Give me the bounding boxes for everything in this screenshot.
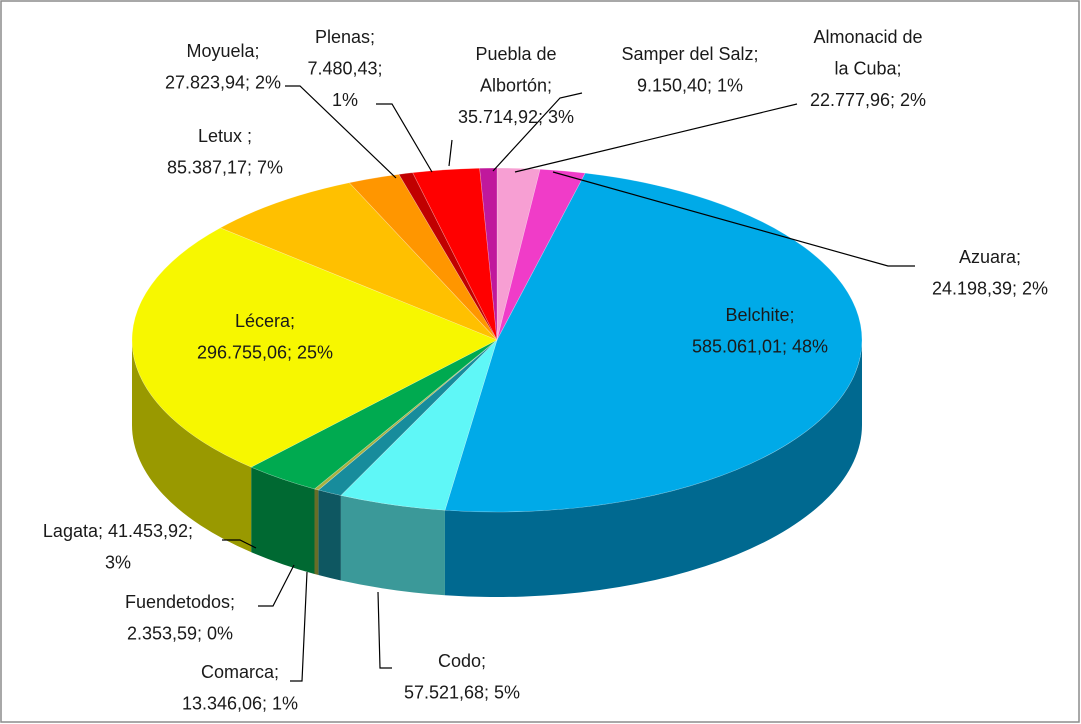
slice (250, 339, 498, 490)
data-label-line: 1% (332, 90, 358, 110)
data-label-line: Lagata; 41.453,92; (43, 521, 193, 541)
slice (496, 168, 586, 341)
data-label: Fuendetodos; 2.353,59; 0% (125, 592, 235, 644)
data-label-line: 585.061,01; 48% (692, 336, 828, 356)
data-label-line: Almonacid de (813, 27, 922, 47)
data-label-line: la Cuba; (834, 58, 901, 78)
data-label: Puebla de Albortón; 35.714,92; 3% (458, 44, 574, 127)
leader-line (377, 591, 392, 669)
slice (340, 339, 498, 511)
leader-line (448, 139, 453, 167)
data-label-line: 24.198,39; 2% (932, 278, 1048, 298)
data-label-line: 27.823,94; 2% (165, 72, 281, 92)
data-label-line: 22.777,96; 2% (810, 90, 926, 110)
data-label: Samper del Salz; 9.150,40; 1% (621, 44, 758, 96)
slice (131, 227, 498, 468)
slice-side (132, 340, 252, 553)
slice-side (251, 467, 315, 574)
data-labels: Almonacid de la Cuba; 22.777,96; 2% Azuara;… (43, 27, 1048, 714)
data-label-line: Lécera; (235, 311, 295, 331)
leader-line (290, 571, 308, 682)
slice (398, 172, 498, 341)
data-label-line: 57.521,68; 5% (404, 682, 520, 702)
slice-side (340, 495, 445, 596)
data-label: Letux ; 85.387,17; 7% (167, 126, 283, 178)
data-label-line: Moyuela; (186, 41, 259, 61)
data-label-line: 9.150,40; 1% (637, 75, 743, 95)
data-label: Moyuela; 27.823,94; 2% (165, 41, 281, 93)
slice-side (314, 488, 319, 575)
data-label: Lagata; 41.453,92; 3% (43, 521, 193, 573)
data-label-line: Samper del Salz; (621, 44, 758, 64)
slice (479, 167, 498, 341)
data-label-line: Azuara; (959, 247, 1021, 267)
leader-line (552, 171, 915, 267)
data-label: Plenas; 7.480,43; 1% (307, 27, 382, 110)
slice (496, 167, 541, 341)
data-label-line: 2.353,59; 0% (127, 623, 233, 643)
slice (219, 182, 498, 341)
data-label-line: Belchite; (725, 305, 794, 325)
data-label-line: 85.387,17; 7% (167, 157, 283, 177)
data-label: Belchite; 585.061,01; 48% (692, 305, 828, 357)
leader-line (222, 539, 257, 549)
data-label-line: Puebla de (475, 44, 556, 64)
slice (412, 167, 498, 341)
leader-line (514, 103, 798, 173)
data-label-line: Plenas; (315, 27, 375, 47)
data-label-line: Codo; (438, 651, 486, 671)
data-label-line: 35.714,92; 3% (458, 107, 574, 127)
leader-line (492, 92, 583, 172)
data-label: Comarca; 13.346,06; 1% (182, 662, 298, 714)
data-label-line: 296.755,06; 25% (197, 342, 333, 362)
data-label-line: Comarca; (201, 662, 279, 682)
leader-line (258, 564, 295, 607)
pie-tops (131, 167, 863, 513)
data-label-line: Letux ; (198, 126, 252, 146)
leader-line (376, 103, 433, 173)
slice (348, 174, 498, 341)
slice-side (318, 489, 341, 581)
data-label-line: Fuendetodos; (125, 592, 235, 612)
data-label-line: 13.346,06; 1% (182, 693, 298, 713)
pie-sides (132, 340, 862, 597)
data-label: Azuara; 24.198,39; 2% (932, 247, 1048, 299)
data-label-line: 3% (105, 552, 131, 572)
data-label: Lécera; 296.755,06; 25% (197, 311, 333, 363)
slice (317, 339, 498, 496)
leader-line (285, 85, 397, 179)
slice-side (444, 340, 862, 597)
data-label: Almonacid de la Cuba; 22.777,96; 2% (810, 27, 926, 110)
leader-lines (222, 85, 915, 682)
slice (444, 172, 863, 513)
data-label: Codo; 57.521,68; 5% (404, 651, 520, 703)
data-label-line: Albortón; (480, 75, 552, 95)
slice (313, 339, 498, 491)
data-label-line: 7.480,43; (307, 58, 382, 78)
